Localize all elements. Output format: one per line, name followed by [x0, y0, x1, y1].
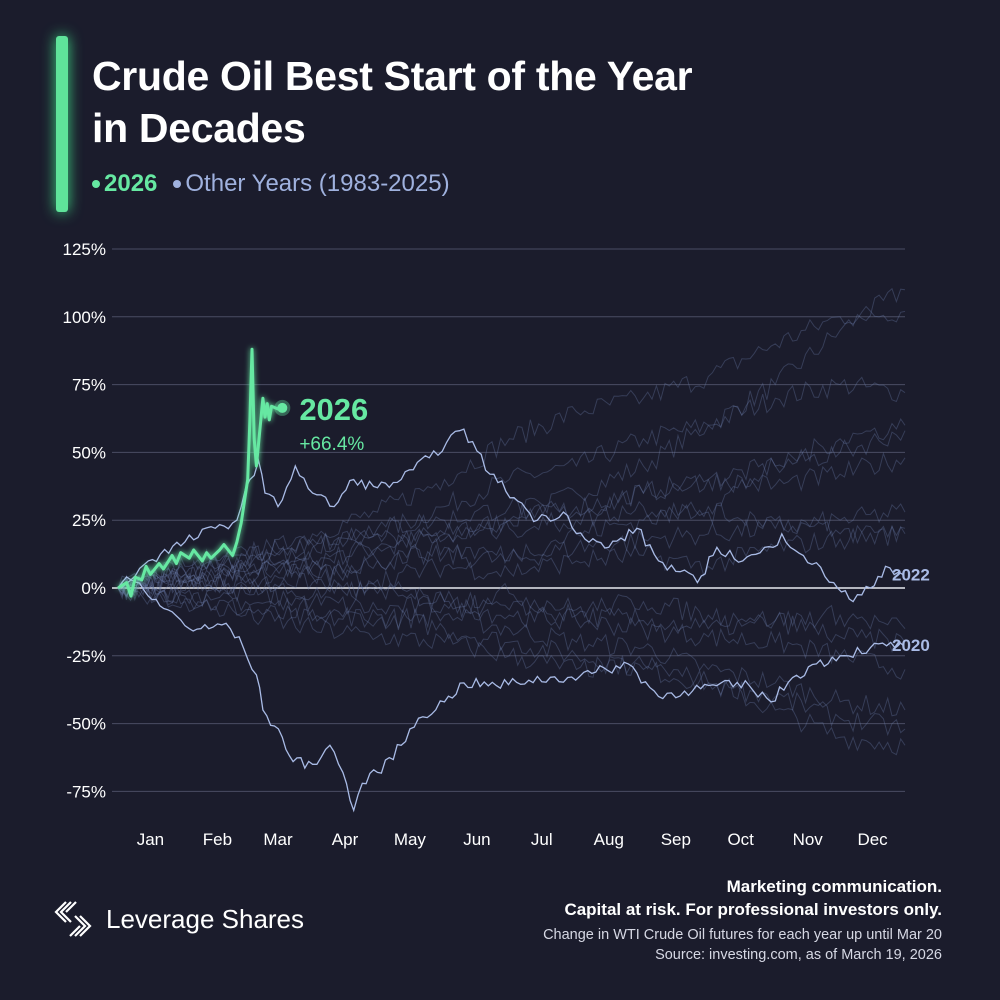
x-tick-label: Feb: [203, 830, 232, 849]
x-tick-label: Sep: [661, 830, 691, 849]
accent-bar: [56, 36, 68, 212]
other-year-series: [117, 305, 906, 594]
legend-dot-icon: [92, 180, 100, 188]
x-tick-label: May: [394, 830, 427, 849]
legend-label: Other Years (1983-2025): [185, 170, 450, 197]
other-year-series: [117, 503, 906, 597]
y-tick-label: 100%: [63, 308, 106, 327]
y-tick-label: 125%: [63, 240, 106, 259]
series-2026: [117, 347, 283, 598]
other-year-series: [117, 417, 906, 595]
y-tick-label: 50%: [72, 443, 106, 462]
x-tick-label: Nov: [793, 830, 824, 849]
x-tick-label: Jan: [137, 830, 164, 849]
x-tick-label: Jul: [531, 830, 553, 849]
brand-name: Leverage Shares: [106, 903, 305, 934]
series-label-2020: 2020: [892, 636, 930, 655]
other-year-series: [117, 525, 906, 598]
x-tick-label: Aug: [594, 830, 624, 849]
title-line-2: in Decades: [92, 105, 306, 151]
other-year-series: [117, 562, 906, 654]
legend-item-2026: 2026: [92, 170, 157, 198]
x-tick-label: Jun: [463, 830, 490, 849]
leverage-shares-logo-icon: [54, 901, 92, 937]
x-tick-label: Mar: [263, 830, 293, 849]
disclaimer-line-1: Marketing communication.: [726, 877, 942, 896]
brand-logo: Leverage Shares: [52, 898, 304, 940]
other-year-series: [117, 580, 906, 756]
other-year-series: [117, 582, 906, 680]
series-label-2022: 2022: [892, 565, 930, 584]
other-year-series: [117, 376, 906, 597]
legend-dot-icon: [173, 180, 182, 188]
legend: 2026 Other Years (1983-2025): [92, 170, 450, 198]
x-tick-label: Oct: [727, 830, 754, 849]
y-tick-label: -50%: [66, 715, 106, 734]
other-year-series: [117, 583, 906, 737]
x-tick-label: Dec: [857, 830, 888, 849]
series-2020: [117, 579, 904, 813]
chart: 125% 100% 75% 50% 25% 0% -25% -50% -75% 2022 2020…: [63, 240, 930, 849]
source-note: Source: investing.com, as of March 19, 2…: [655, 947, 942, 963]
legend-label: 2026: [104, 170, 158, 197]
y-tick-label: -25%: [66, 647, 106, 666]
other-year-series: [117, 287, 906, 600]
y-tick-label: 25%: [72, 511, 106, 530]
y-tick-label: 75%: [72, 376, 106, 395]
legend-item-other-years: Other Years (1983-2025): [173, 170, 450, 198]
x-tick-label: Apr: [332, 830, 359, 849]
title-line-1: Crude Oil Best Start of the Year: [92, 53, 693, 99]
footer-notes: Marketing communication. Capital at risk…: [543, 875, 942, 965]
chart-note: Change in WTI Crude Oil futures for each…: [543, 927, 942, 943]
disclaimer-line-2: Capital at risk. For professional invest…: [564, 900, 942, 919]
other-year-series: [117, 574, 906, 630]
other-year-series: [117, 451, 906, 589]
other-year-series: [117, 500, 906, 594]
end-value-label: +66.4%: [299, 434, 364, 455]
series-2022: [117, 428, 904, 603]
series-label-2026: 2026: [299, 392, 368, 427]
end-point-marker: [277, 402, 288, 413]
y-tick-label: -75%: [66, 782, 106, 801]
other-year-series: [117, 430, 906, 598]
other-year-series: [117, 580, 906, 717]
chart-title: Crude Oil Best Start of the Year in Deca…: [92, 50, 693, 154]
y-tick-label: 0%: [81, 579, 106, 598]
